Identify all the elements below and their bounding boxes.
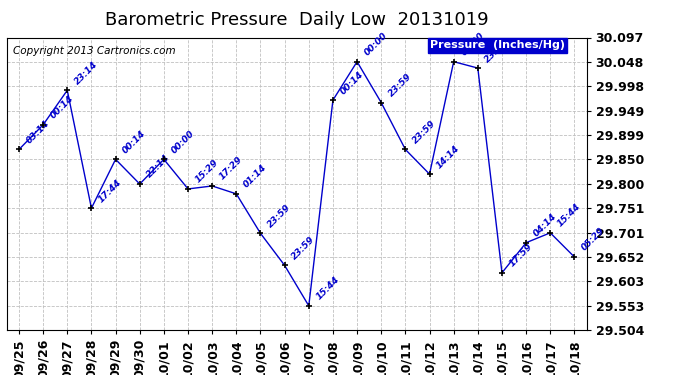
Text: 22:14: 22:14 [146,153,172,180]
Text: Pressure  (Inches/Hg): Pressure (Inches/Hg) [430,40,565,50]
Text: 23:59: 23:59 [411,119,437,145]
Text: 15:29: 15:29 [194,158,220,185]
Text: 00:14: 00:14 [339,69,365,96]
Text: 15:44: 15:44 [315,275,341,302]
Text: 04:14: 04:14 [532,212,558,238]
Text: 01:14: 01:14 [242,163,268,190]
Text: Copyright 2013 Cartronics.com: Copyright 2013 Cartronics.com [12,46,175,56]
Text: 00:14: 00:14 [49,94,75,121]
Text: 23:14: 23:14 [73,60,99,86]
Text: 00:14: 00:14 [121,129,148,155]
Text: 17:44: 17:44 [97,177,124,204]
Text: 23:59: 23:59 [290,235,317,261]
Text: 17:29: 17:29 [218,155,244,182]
Text: 17:59: 17:59 [508,242,534,268]
Text: 14:14: 14:14 [435,143,462,170]
Text: Barometric Pressure  Daily Low  20131019: Barometric Pressure Daily Low 20131019 [105,11,489,29]
Text: 23:59: 23:59 [484,37,510,64]
Text: 23:59: 23:59 [266,202,293,229]
Text: 15:44: 15:44 [556,202,582,229]
Text: 00:00: 00:00 [170,129,196,155]
Text: 05:29: 05:29 [580,226,607,253]
Text: 00:00: 00:00 [460,31,486,57]
Text: 03:14: 03:14 [25,119,51,145]
Text: 00:00: 00:00 [363,31,389,57]
Text: 23:59: 23:59 [387,72,413,99]
